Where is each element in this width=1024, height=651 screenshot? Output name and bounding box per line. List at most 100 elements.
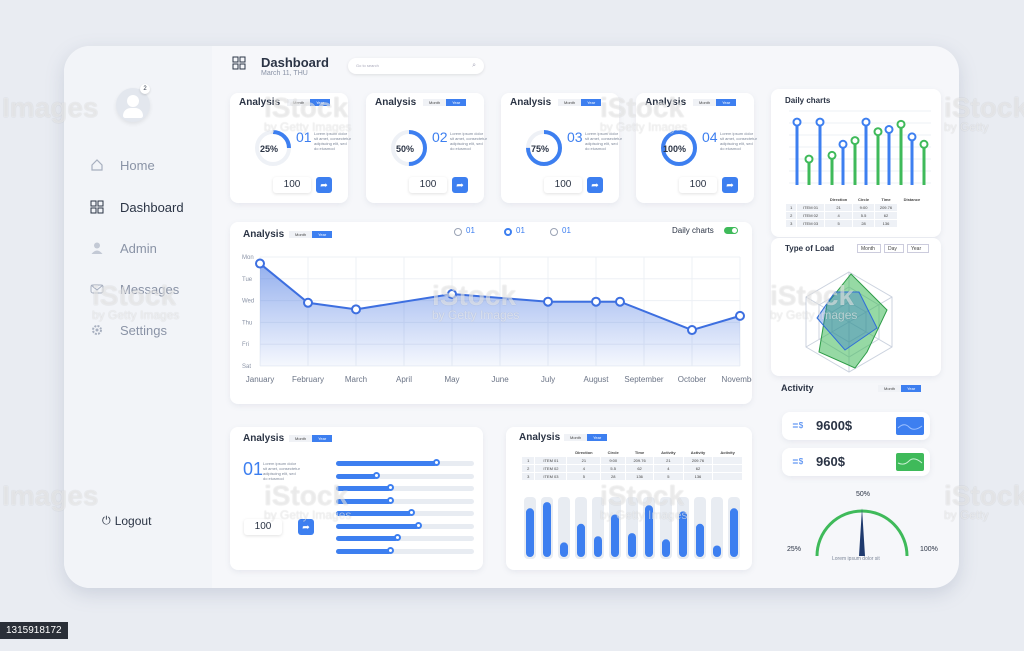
card-title: Analysis	[645, 97, 687, 108]
main-content: Dashboard March 11, THU Go to search ⌕ A…	[212, 46, 959, 588]
sidebar-item-label: Dashboard	[120, 199, 184, 215]
donut-fill	[391, 130, 427, 166]
slider-knob[interactable]	[414, 521, 422, 529]
value-box[interactable]: 100	[544, 177, 582, 193]
x-tick-label: March	[345, 375, 367, 384]
period-toggle[interactable]: Month Year	[878, 385, 922, 392]
slider-knob[interactable]	[387, 546, 395, 554]
slider[interactable]	[336, 521, 474, 529]
logout-button[interactable]: ⏻ Logout	[102, 514, 152, 528]
day-select[interactable]: Day	[884, 244, 904, 253]
month-option[interactable]: Month	[558, 99, 582, 106]
search-icon: ⌕	[472, 62, 476, 69]
month-option[interactable]: Month	[878, 385, 902, 392]
year-option[interactable]: Year	[310, 99, 331, 106]
year-option[interactable]: Year	[587, 434, 608, 441]
month-option[interactable]: Month	[289, 231, 313, 238]
x-tick-label: January	[246, 375, 274, 384]
slider[interactable]	[336, 546, 474, 554]
month-select[interactable]: Month	[857, 244, 881, 253]
slider[interactable]	[336, 496, 474, 504]
card-number: 04	[702, 129, 718, 145]
table-cell: 5.5	[852, 211, 875, 220]
bar-cap	[884, 125, 894, 134]
table-row: 3 ITEM 03 5 28 136 5 136	[520, 472, 743, 481]
period-toggle[interactable]: Month Year	[564, 434, 608, 441]
table-cell: 28	[852, 219, 875, 228]
value-box[interactable]: 100	[409, 177, 447, 193]
month-option[interactable]: Month	[287, 99, 311, 106]
share-button[interactable]: ➦	[722, 177, 738, 193]
progress-donut	[255, 130, 291, 166]
period-toggle[interactable]: Month Year	[693, 99, 737, 106]
daily-bar-chart	[789, 110, 931, 185]
bar	[645, 505, 653, 557]
period-toggle[interactable]: Month Year	[287, 99, 331, 106]
search-input[interactable]: Go to search ⌕	[348, 58, 484, 74]
bar	[662, 539, 670, 557]
value-box[interactable]: 100	[244, 519, 282, 535]
card-number: 02	[432, 129, 448, 145]
period-toggle[interactable]: Month Year	[558, 99, 602, 106]
year-option[interactable]: Year	[901, 385, 922, 392]
slider[interactable]	[336, 509, 474, 516]
share-button[interactable]: ➦	[587, 177, 603, 193]
bar	[679, 511, 687, 557]
y-tick-label: Thu	[242, 320, 252, 326]
share-button[interactable]: ➦	[316, 177, 332, 193]
period-toggle[interactable]: Month Year	[423, 99, 467, 106]
home-icon	[90, 158, 104, 172]
amount-card: ≣$ 960$	[782, 448, 930, 476]
year-option[interactable]: Year	[446, 99, 467, 106]
x-tick-label: October	[678, 375, 707, 384]
year-option[interactable]: Year	[312, 435, 333, 442]
dashboard-window: 2 Home Dashboard Admin Messages	[64, 46, 959, 588]
bar-cap	[838, 139, 848, 149]
sidebar-item-admin[interactable]: Admin	[90, 237, 157, 259]
series-radio-2[interactable]	[504, 228, 512, 236]
analysis-card: Analysis Month Year 75% 03 Lorem ipsum do…	[501, 93, 622, 203]
slider-fill	[336, 511, 412, 516]
slider-knob[interactable]	[387, 484, 395, 491]
series-radio-1[interactable]	[454, 228, 462, 236]
month-option[interactable]: Month	[693, 99, 717, 106]
daily-charts-toggle[interactable]	[724, 227, 738, 234]
slider-knob[interactable]	[432, 459, 440, 466]
sidebar-item-dashboard[interactable]: Dashboard	[90, 196, 184, 218]
year-select[interactable]: Year	[907, 244, 929, 253]
slider[interactable]	[336, 534, 474, 541]
gauge-label: 50%	[856, 491, 871, 498]
slider[interactable]	[336, 471, 474, 479]
line-chart: Mon Tue Wed Thu Fri Sat January February March Ap…	[242, 255, 752, 384]
month-option[interactable]: Month	[564, 434, 588, 441]
slider[interactable]	[336, 484, 474, 491]
series-radio-3[interactable]	[550, 228, 558, 236]
slider-fill	[336, 486, 392, 491]
share-button[interactable]: ➦	[298, 519, 314, 535]
sidebar-item-messages[interactable]: Messages	[90, 278, 179, 300]
month-option[interactable]: Month	[423, 99, 447, 106]
share-button[interactable]: ➦	[452, 177, 468, 193]
slider-knob[interactable]	[373, 471, 381, 479]
slider-knob[interactable]	[394, 534, 402, 541]
year-option[interactable]: Year	[312, 231, 333, 238]
year-option[interactable]: Year	[716, 99, 737, 106]
period-toggle[interactable]: Month Year	[289, 231, 333, 238]
progress-percent: 100%	[663, 144, 687, 154]
sidebar-item-settings[interactable]: Settings	[90, 319, 167, 341]
period-toggle[interactable]: Month Year	[289, 435, 333, 442]
sidebar-item-home[interactable]: Home	[90, 154, 155, 176]
gauge-label: 100%	[920, 546, 938, 553]
slider-knob[interactable]	[387, 496, 395, 504]
sidebar-item-label: Settings	[120, 322, 167, 338]
year-option[interactable]: Year	[581, 99, 602, 106]
data-point	[591, 296, 601, 307]
month-option[interactable]: Month	[289, 435, 313, 442]
value-box[interactable]: 100	[679, 177, 717, 193]
slider-knob[interactable]	[407, 509, 415, 516]
table-header: Circle	[857, 197, 870, 202]
card-number: 03	[567, 129, 583, 145]
slider[interactable]	[336, 459, 474, 466]
value-box[interactable]: 100	[273, 177, 311, 193]
y-tick-label: Wed	[242, 299, 254, 305]
